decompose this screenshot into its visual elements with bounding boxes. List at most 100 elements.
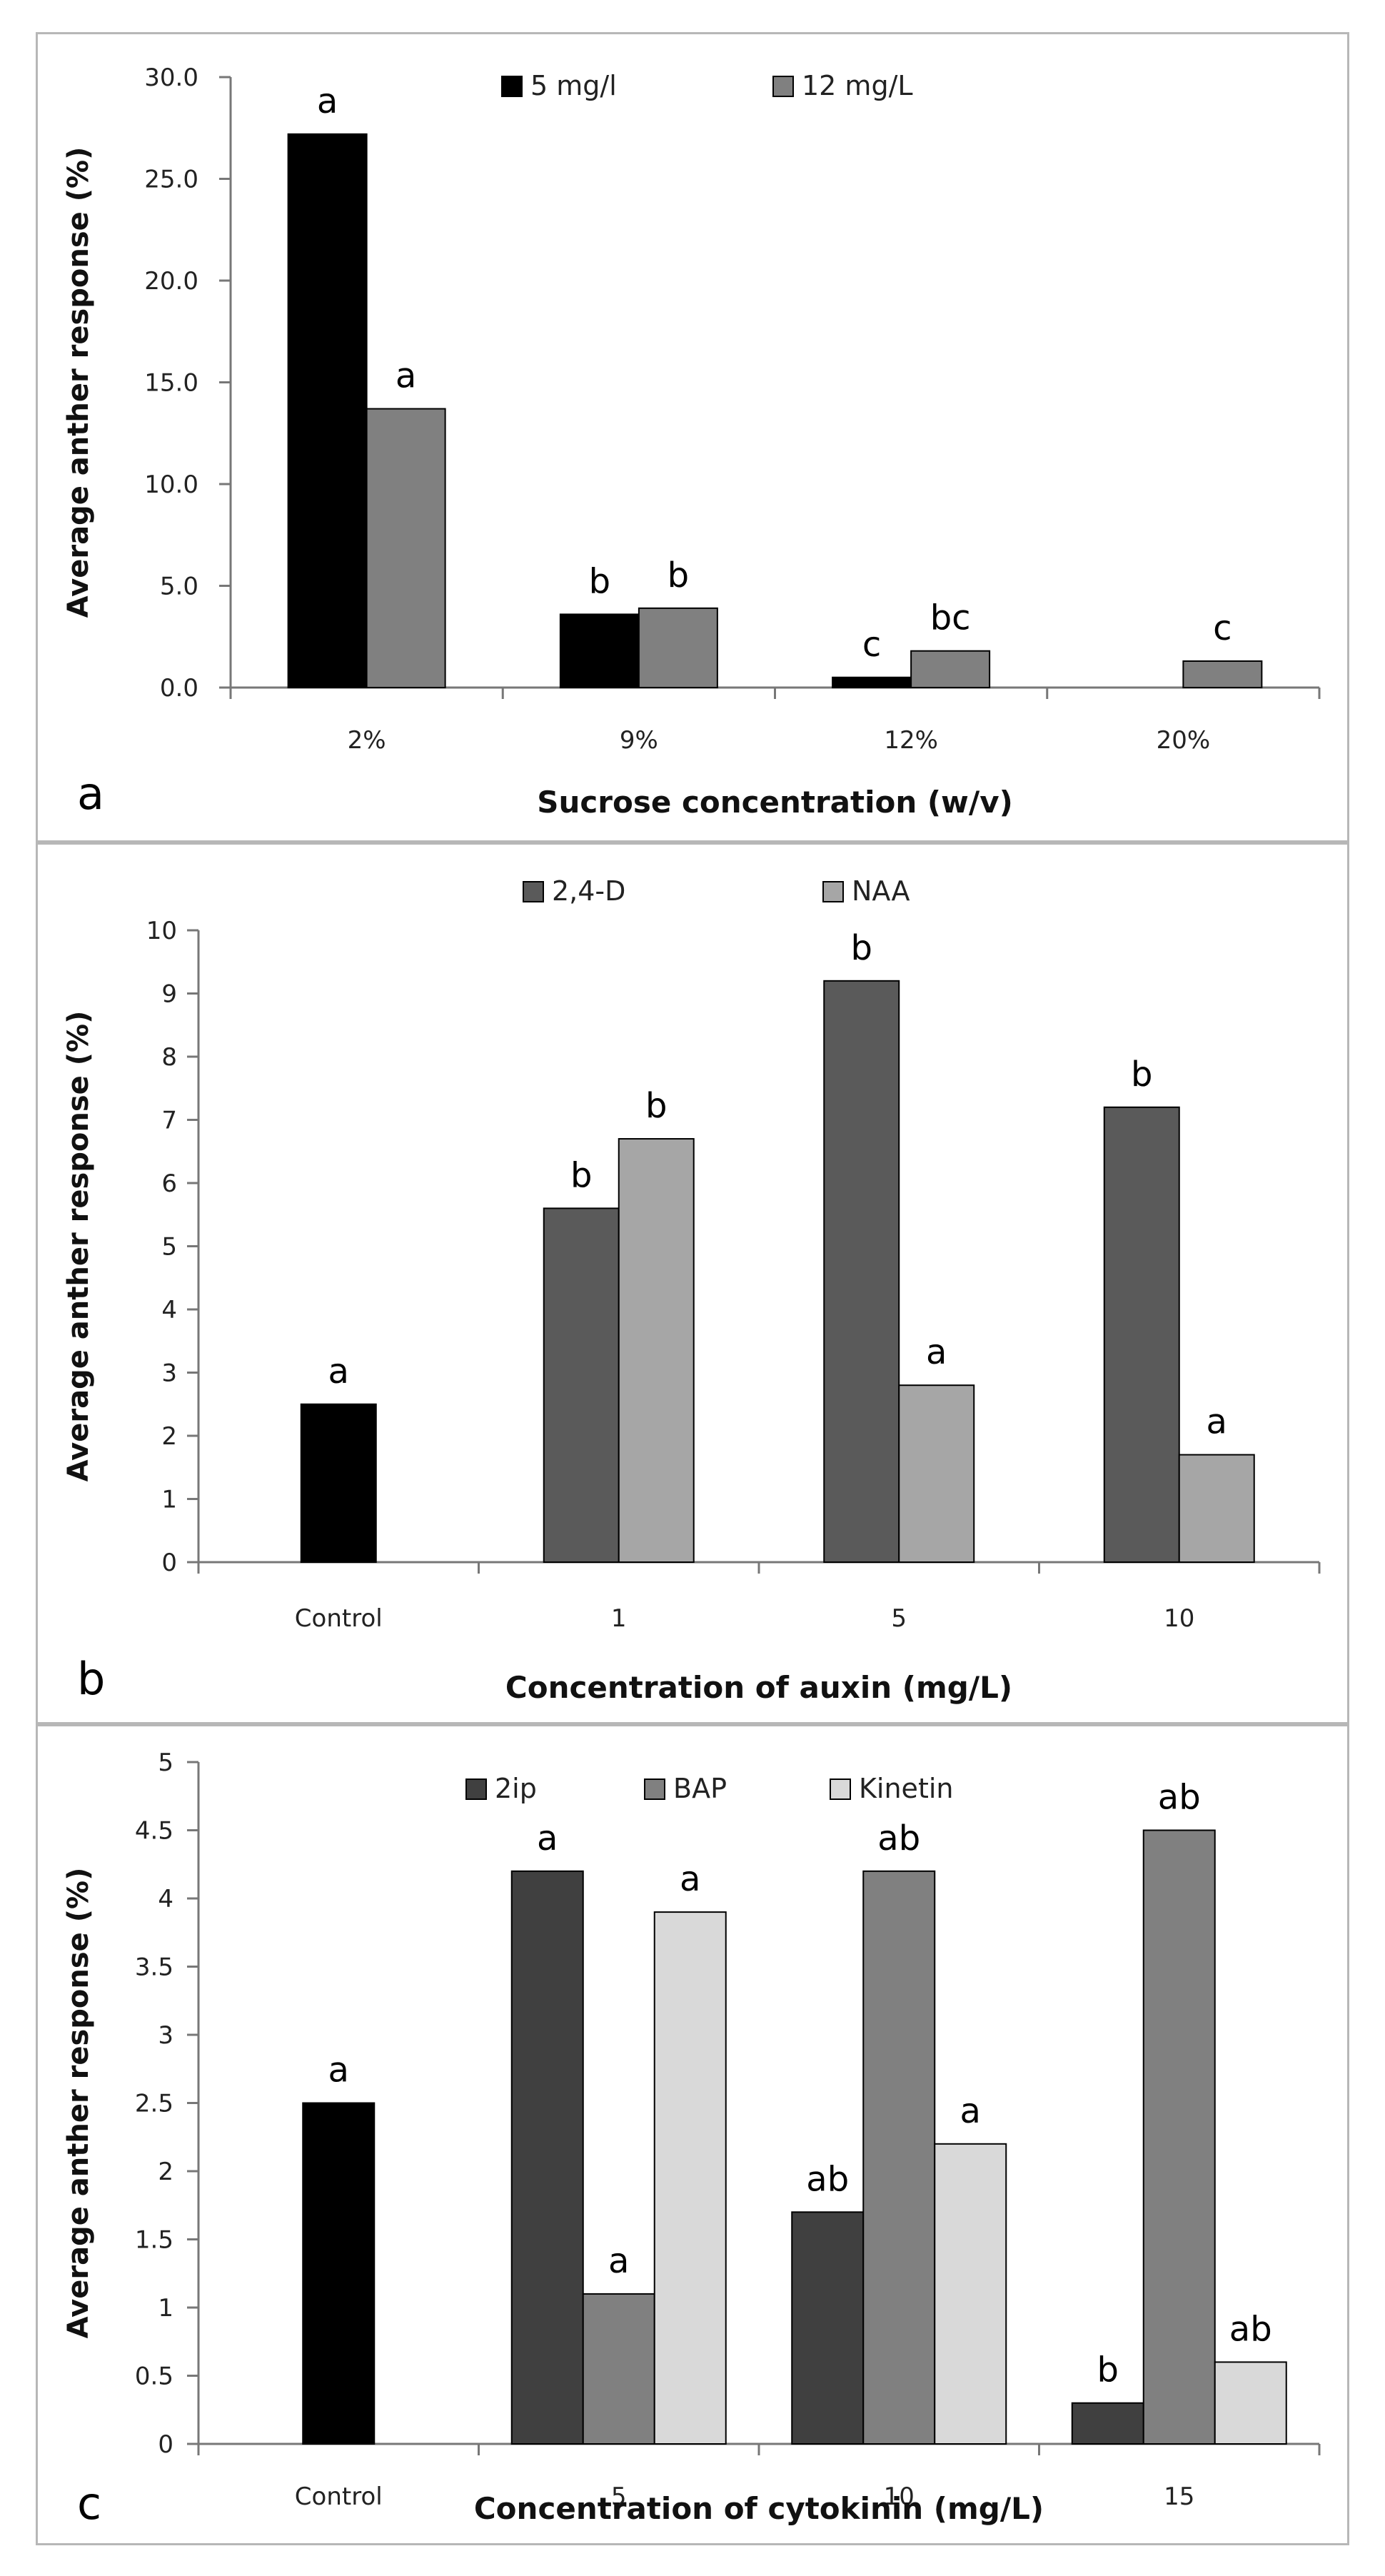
y-tick-label: 1 (161, 1486, 177, 1514)
y-tick-label: 0 (158, 2430, 173, 2459)
bar-significance-label: a (537, 1818, 558, 1858)
bar-significance-label: a (926, 1332, 947, 1372)
y-axis-title: Average anther response (%) (62, 147, 95, 618)
legend-swatch (822, 881, 844, 902)
y-tick-label: 7 (161, 1107, 177, 1135)
bar-kinetin (934, 2143, 1007, 2445)
legend-label: 5 mg/l (530, 70, 617, 101)
bar-significance-label: ab (877, 1818, 920, 1858)
x-axis-title: Concentration of auxin (mg/L) (505, 1670, 1012, 1705)
y-tick-label: 0 (161, 1549, 177, 1577)
bar-12mgl (1182, 660, 1263, 689)
y-tick-label: 1.5 (135, 2226, 173, 2255)
legend-label: 2,4-D (552, 875, 625, 907)
legend-swatch (523, 881, 544, 902)
bar-kinetin (1214, 2361, 1287, 2445)
legend-label: 2ip (495, 1773, 537, 1804)
x-tick-label: 5 (611, 2482, 627, 2511)
bar-significance-label: b (1131, 1055, 1152, 1095)
y-tick-label: 20.0 (144, 267, 198, 296)
bar-significance-label: a (960, 2091, 981, 2131)
y-tick-label: 8 (161, 1043, 177, 1072)
bar-bap (862, 1870, 936, 2445)
y-tick-label: 2.5 (135, 2090, 173, 2118)
chart-a-svg: 0.05.010.015.020.025.030.02% 9% 12% 20%abca… (62, 64, 1321, 820)
panel-letter: b (77, 1653, 105, 1705)
y-tick-label: 9 (161, 980, 177, 1009)
y-tick-label: 5.0 (160, 573, 198, 601)
y-tick-label: 10 (146, 917, 177, 945)
y-tick-label: 2 (158, 2158, 173, 2186)
x-tick-label: Control (295, 2482, 383, 2511)
x-tick-label: 10 (1164, 1604, 1194, 1633)
bar-24d (1103, 1106, 1180, 1563)
bar-24d (823, 980, 900, 1564)
bar-significance-label: bc (930, 598, 971, 638)
y-tick-label: 0.0 (160, 674, 198, 703)
bar-2ip (1071, 2402, 1144, 2445)
bar-2ip (791, 2211, 865, 2445)
bar-kinetin (653, 1911, 727, 2445)
chart-c-svg: 0 0.5 1 1.5 2 2.5 3 3.5 4 4.5 5 Control 5 10 15 a a ab b a a… (62, 1749, 1321, 2530)
y-tick-label: 5 (161, 1233, 177, 1262)
legend-swatch (501, 76, 523, 97)
bar-significance-label: ab (1229, 2309, 1272, 2349)
bar-bap (1142, 1829, 1216, 2445)
bar-5mgl (287, 133, 368, 689)
chart-panel-b: 0 1 2 3 4 5 6 7 8 9 10 Control 1 5 10 a b b b b a a 2,4-D NAA Av… (36, 842, 1349, 1724)
chart-panel-a: 0.0 5.0 10.0 15.0 20.0 25.0 30.0 2% 9% 12% 20% a b c a… (36, 32, 1349, 842)
bar-naa (618, 1138, 695, 1563)
bar-significance-label: b (851, 928, 872, 968)
x-axis-title: Sucrose concentration (w/v) (537, 785, 1013, 820)
x-tick-label: 10 (884, 2482, 915, 2511)
y-tick-label: 10.0 (144, 471, 198, 499)
x-tick-label: 9% (620, 726, 658, 755)
x-tick-label: 15 (1164, 2482, 1194, 2511)
bar-significance-label: a (680, 1859, 700, 1899)
bar-5mgl (832, 676, 912, 688)
y-axis-title: Average anther response (%) (62, 1868, 95, 2339)
bar-significance-label: a (1207, 1402, 1227, 1442)
y-tick-label: 4.5 (135, 1817, 173, 1846)
legend-swatch (465, 1778, 487, 1800)
bar-12mgl (638, 607, 718, 688)
y-tick-label: 5 (158, 1749, 173, 1777)
bar-significance-label: c (862, 625, 881, 665)
bar-significance-label: b (645, 1086, 667, 1126)
y-tick-label: 4 (158, 1885, 173, 1913)
bar-control (300, 1403, 377, 1563)
bar-significance-label: a (317, 81, 338, 121)
y-tick-label: 3.5 (135, 1953, 173, 1982)
x-tick-label: 5 (891, 1604, 907, 1633)
bar-significance-label: c (1213, 608, 1232, 648)
x-tick-label: 20% (1157, 726, 1211, 755)
x-tick-label: 12% (884, 726, 938, 755)
bar-control (302, 2102, 376, 2445)
legend-label: Kinetin (859, 1773, 953, 1804)
y-tick-label: 4 (161, 1296, 177, 1324)
y-tick-label: 2 (161, 1422, 177, 1451)
y-tick-label: 25.0 (144, 166, 198, 194)
y-tick-label: 6 (161, 1169, 177, 1198)
x-axis-title: Concentration of cytokinin (mg/L) (474, 2491, 1044, 2526)
legend-label: BAP (673, 1773, 727, 1804)
bar-significance-label: a (328, 1352, 349, 1392)
y-tick-label: 0.5 (135, 2363, 173, 2391)
bar-significance-label: b (570, 1155, 592, 1195)
bar-significance-label: ab (1158, 1778, 1201, 1818)
y-tick-label: 1 (158, 2294, 173, 2323)
panel-letter: a (77, 768, 104, 820)
bar-significance-label: b (668, 555, 689, 595)
bar-significance-label: ab (806, 2159, 849, 2199)
bar-naa (898, 1384, 975, 1564)
bar-significance-label: b (589, 561, 610, 601)
bar-significance-label: b (1097, 2350, 1119, 2390)
chart-b-svg: 0 1 2 3 4 5 6 7 8 9 10 Control 1 5 10 a b b b b a a 2,4-D NAA Av… (62, 875, 1321, 1705)
x-tick-label: 2% (348, 726, 386, 755)
bar-significance-label: a (396, 356, 416, 396)
legend-label: NAA (852, 875, 910, 907)
bar-24d (543, 1207, 620, 1563)
y-tick-label: 15.0 (144, 369, 198, 398)
x-tick-label: 1 (611, 1604, 627, 1633)
x-tick-label: Control (295, 1604, 383, 1633)
